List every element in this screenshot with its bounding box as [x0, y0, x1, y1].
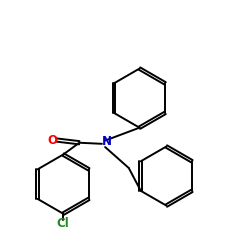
Text: Cl: Cl [57, 217, 70, 230]
Text: O: O [48, 134, 58, 146]
Text: N: N [102, 135, 112, 148]
